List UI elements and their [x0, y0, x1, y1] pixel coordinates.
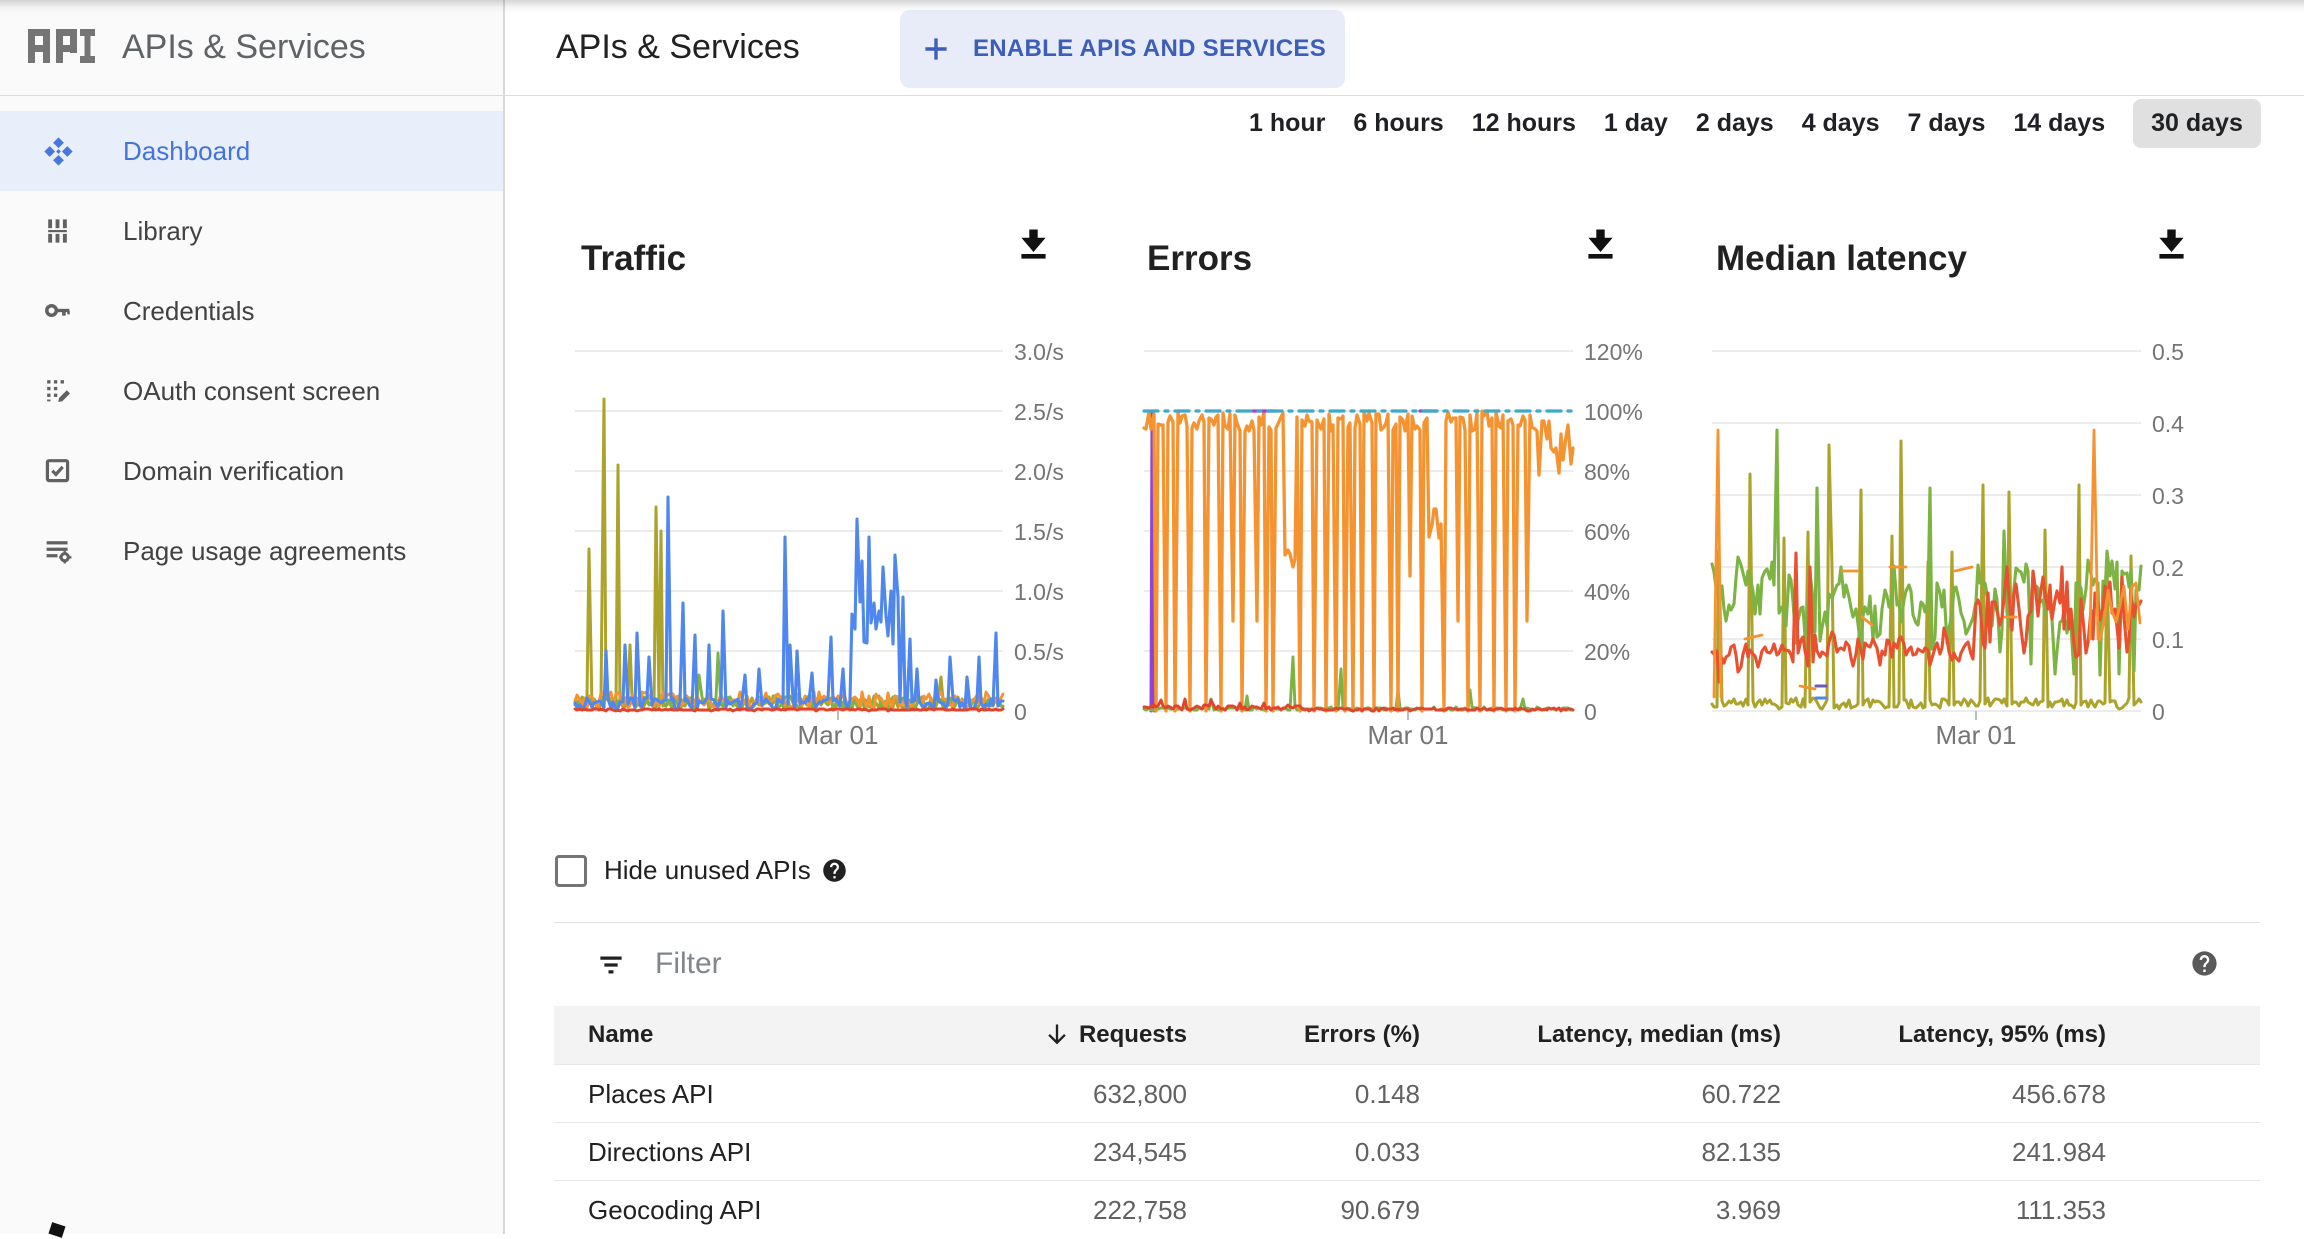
- svg-text:80%: 80%: [1584, 459, 1630, 485]
- svg-text:Mar 01: Mar 01: [1368, 720, 1449, 750]
- svg-text:0.3: 0.3: [2152, 483, 2184, 509]
- svg-text:0.5/s: 0.5/s: [1014, 639, 1064, 665]
- svg-text:0: 0: [1584, 699, 1597, 725]
- svg-text:60%: 60%: [1584, 519, 1630, 545]
- svg-text:Mar 01: Mar 01: [1936, 720, 2017, 750]
- svg-text:20%: 20%: [1584, 639, 1630, 665]
- svg-text:0: 0: [1014, 699, 1027, 725]
- svg-text:3.0/s: 3.0/s: [1014, 339, 1064, 365]
- svg-text:0.5: 0.5: [2152, 339, 2184, 365]
- svg-text:40%: 40%: [1584, 579, 1630, 605]
- svg-text:0: 0: [2152, 699, 2165, 725]
- svg-text:Mar 01: Mar 01: [798, 720, 879, 750]
- svg-text:2.5/s: 2.5/s: [1014, 399, 1064, 425]
- svg-text:1.5/s: 1.5/s: [1014, 519, 1064, 545]
- svg-text:0.1: 0.1: [2152, 627, 2184, 653]
- svg-text:2.0/s: 2.0/s: [1014, 459, 1064, 485]
- svg-text:1.0/s: 1.0/s: [1014, 579, 1064, 605]
- svg-text:120%: 120%: [1584, 339, 1643, 365]
- svg-text:0.2: 0.2: [2152, 555, 2184, 581]
- svg-text:0.4: 0.4: [2152, 411, 2184, 437]
- svg-text:100%: 100%: [1584, 399, 1643, 425]
